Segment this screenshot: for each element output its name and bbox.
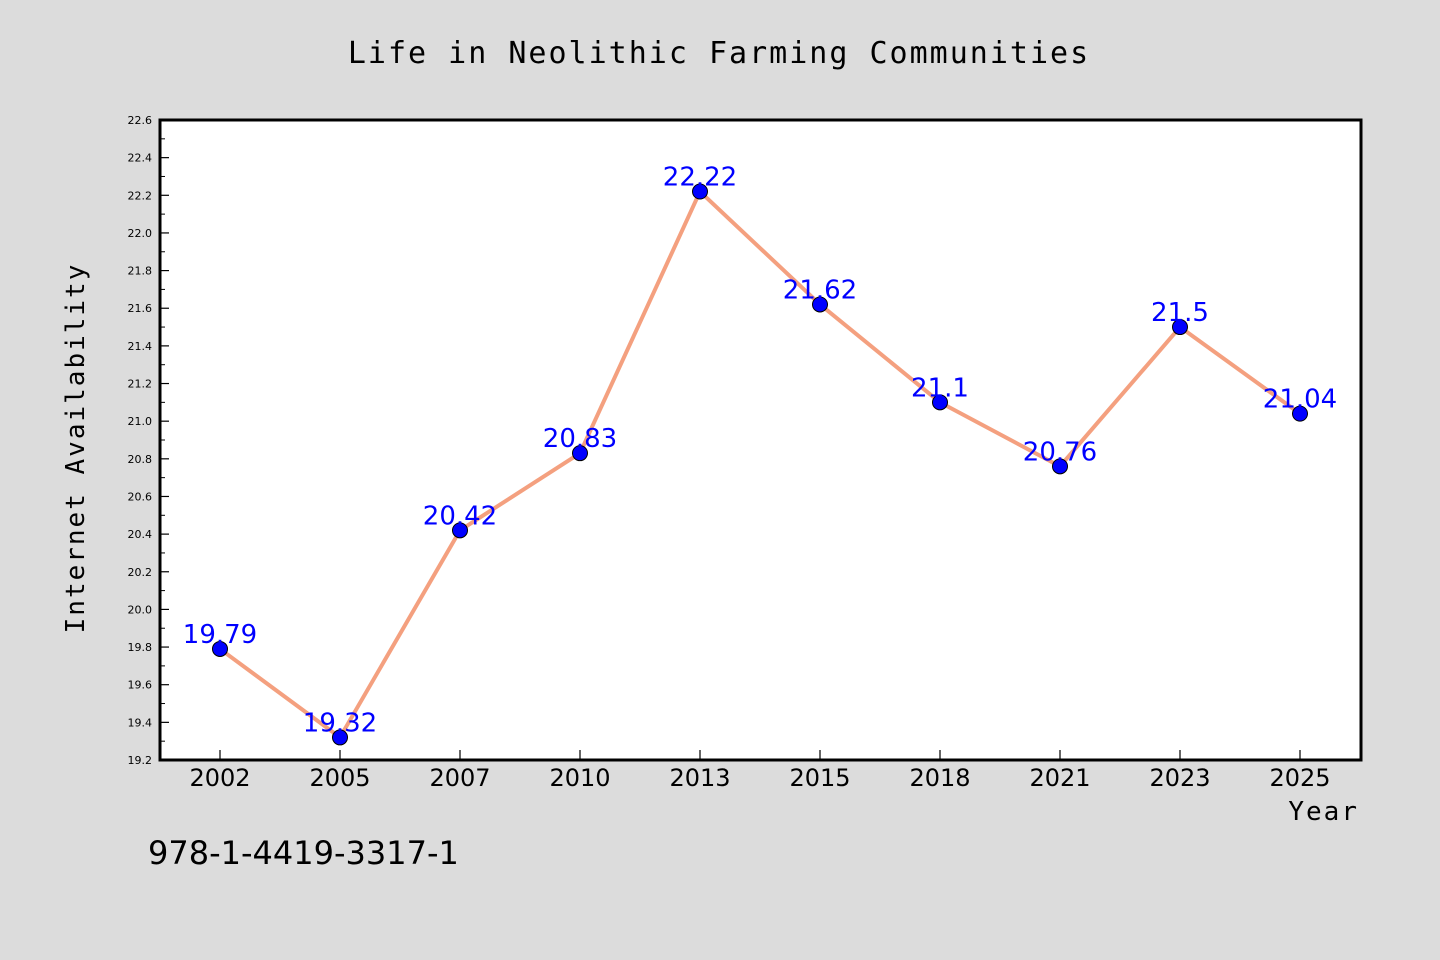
y-tick-label: 20.4 xyxy=(128,528,153,541)
isbn-annotation: 978-1-4419-3317-1 xyxy=(148,834,459,872)
y-axis-label: Internet Availability xyxy=(61,263,91,634)
x-tick-label: 2021 xyxy=(1029,764,1090,792)
y-tick-label: 21.4 xyxy=(128,340,153,353)
y-tick-label: 19.2 xyxy=(128,754,153,767)
data-label: 20.83 xyxy=(543,424,617,454)
data-point xyxy=(1172,319,1188,336)
data-point xyxy=(932,394,948,411)
y-tick-label: 21.6 xyxy=(128,302,153,315)
data-label: 21.1 xyxy=(911,373,969,403)
data-point xyxy=(812,296,828,313)
data-label: 20.42 xyxy=(423,501,497,531)
data-point xyxy=(1292,405,1308,422)
chart-title: Life in Neolithic Farming Communities xyxy=(348,36,1090,71)
y-tick-label: 22.6 xyxy=(128,114,153,127)
data-label: 22.22 xyxy=(663,163,737,193)
data-point xyxy=(332,729,348,746)
data-point xyxy=(452,522,468,539)
y-tick-label: 22.2 xyxy=(128,189,153,202)
data-label: 21.62 xyxy=(783,275,857,305)
x-axis-label: Year xyxy=(1288,797,1359,827)
y-tick-label: 22.4 xyxy=(128,152,153,165)
x-tick-label: 2015 xyxy=(789,764,850,792)
x-axis-ticks: 2002 2005 2007 2010 2013 2015 2018 2021 2023 2025 xyxy=(189,750,1331,792)
x-tick-label: 2013 xyxy=(669,764,730,792)
y-tick-label: 22.0 xyxy=(128,227,153,240)
data-point xyxy=(692,183,708,200)
data-point xyxy=(572,445,588,462)
data-point xyxy=(1052,458,1068,475)
x-tick-label: 2023 xyxy=(1149,764,1210,792)
y-tick-label: 19.8 xyxy=(128,641,153,654)
y-tick-label: 20.6 xyxy=(128,490,153,503)
series-line xyxy=(218,189,1302,740)
data-labels: 19.79 19.32 20.42 20.83 22.22 21.62 21.1 20.76 2… xyxy=(183,163,1337,739)
x-tick-label: 2007 xyxy=(429,764,490,792)
y-tick-label: 20.0 xyxy=(128,603,153,616)
data-label: 21.5 xyxy=(1151,298,1209,328)
data-label: 19.32 xyxy=(303,708,377,738)
data-label: 21.04 xyxy=(1263,385,1337,415)
x-tick-label: 2018 xyxy=(909,764,970,792)
data-label: 19.79 xyxy=(183,620,257,650)
data-label: 20.76 xyxy=(1023,437,1097,467)
x-tick-label: 2025 xyxy=(1269,764,1330,792)
y-tick-label: 20.8 xyxy=(128,453,153,466)
y-tick-label: 21.2 xyxy=(128,378,153,391)
y-axis-ticks: 19.2 19.4 19.6 19.8 20.0 20.2 20.4 20.6 20.8 21.0… xyxy=(128,114,169,767)
x-tick-label: 2010 xyxy=(549,764,610,792)
y-tick-label: 19.4 xyxy=(128,716,153,729)
y-tick-label: 20.2 xyxy=(128,566,153,579)
y-tick-label: 21.8 xyxy=(128,265,153,278)
y-tick-label: 19.6 xyxy=(128,679,153,692)
series-line-group xyxy=(218,189,1302,740)
plot-area xyxy=(158,118,1363,762)
data-point xyxy=(212,640,228,657)
y-tick-label: 21.0 xyxy=(128,415,153,428)
data-markers xyxy=(212,183,1308,746)
x-tick-label: 2002 xyxy=(189,764,250,792)
x-tick-label: 2005 xyxy=(309,764,370,792)
